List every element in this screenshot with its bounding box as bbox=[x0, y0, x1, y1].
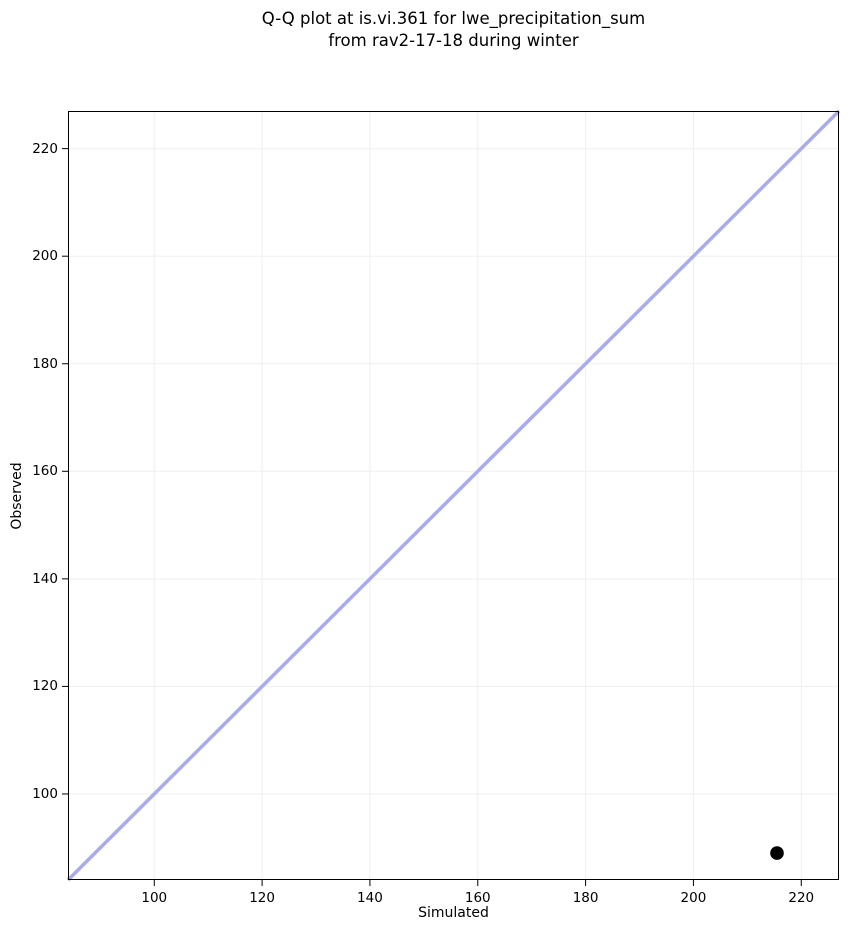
x-tick-label: 200 bbox=[680, 890, 707, 906]
chart-title-line-2: from rav2-17-18 during winter bbox=[328, 31, 579, 50]
plot-border bbox=[68, 111, 839, 880]
x-tick-label: 220 bbox=[788, 890, 815, 906]
identity-line bbox=[66, 109, 841, 882]
x-tick-label: 120 bbox=[249, 890, 275, 906]
y-tick-label: 220 bbox=[32, 140, 58, 157]
x-tick-label: 160 bbox=[464, 890, 491, 906]
x-axis-label: Simulated bbox=[418, 905, 489, 921]
plot-area bbox=[62, 109, 841, 886]
x-tick-label: 140 bbox=[357, 890, 383, 906]
y-tick-label: 180 bbox=[32, 355, 58, 372]
x-tick-label: 180 bbox=[572, 890, 599, 906]
y-tick-label: 200 bbox=[32, 248, 58, 265]
y-tick-label: 120 bbox=[32, 678, 58, 695]
x-tick-label: 100 bbox=[141, 890, 168, 906]
data-point bbox=[770, 846, 784, 860]
y-tick-label: 160 bbox=[32, 463, 58, 480]
chart-title-line-1: Q-Q plot at is.vi.361 for lwe_precipitat… bbox=[261, 9, 646, 28]
chart-title: Q-Q plot at is.vi.361 for lwe_precipitat… bbox=[68, 8, 839, 52]
y-tick-label: 140 bbox=[32, 570, 58, 587]
y-tick-label: 100 bbox=[32, 785, 58, 802]
